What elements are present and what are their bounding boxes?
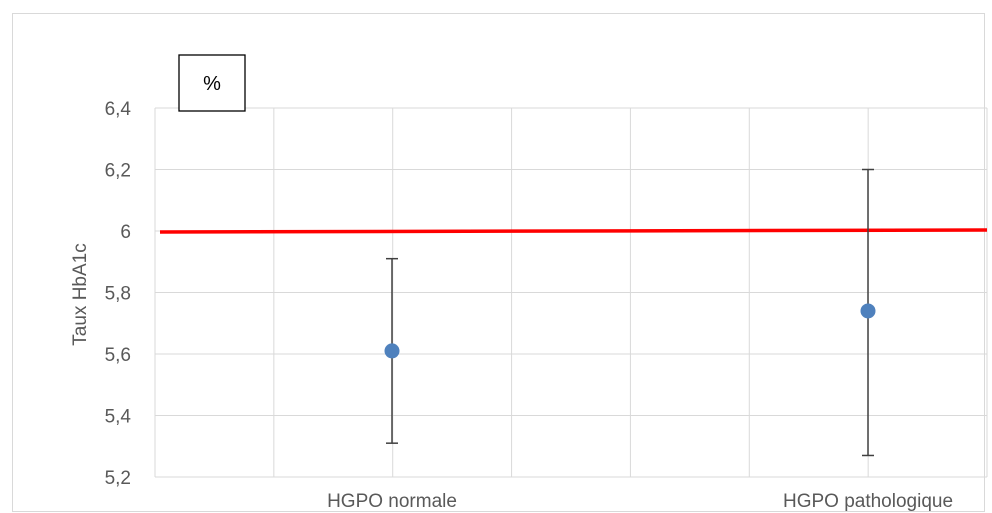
unit-label: %: [203, 73, 221, 95]
chart-frame: [12, 13, 985, 512]
y-tick-label: 6: [120, 222, 131, 243]
y-axis-title: Taux HbA1c: [70, 243, 91, 345]
y-tick-labels: 5,2 5,4 5,6 5,8 6 6,2 6,4: [105, 99, 132, 489]
data-point: [384, 343, 400, 359]
y-tick-label: 5,2: [105, 468, 131, 489]
data-points: [384, 303, 876, 359]
y-tick-label: 6,4: [105, 99, 132, 120]
data-point: [860, 303, 876, 319]
reference-line: [159, 228, 988, 234]
y-tick-label: 5,4: [105, 407, 132, 428]
unit-label-box: [178, 54, 246, 112]
y-tick-label: 5,8: [105, 284, 131, 305]
x-tick-label: HGPO normale: [327, 491, 457, 512]
y-tick-label: 6,2: [105, 161, 131, 182]
y-tick-label: 5,6: [105, 345, 131, 366]
x-tick-labels: HGPO normale HGPO pathologique: [327, 491, 953, 512]
x-tick-label: HGPO pathologique: [783, 491, 953, 512]
